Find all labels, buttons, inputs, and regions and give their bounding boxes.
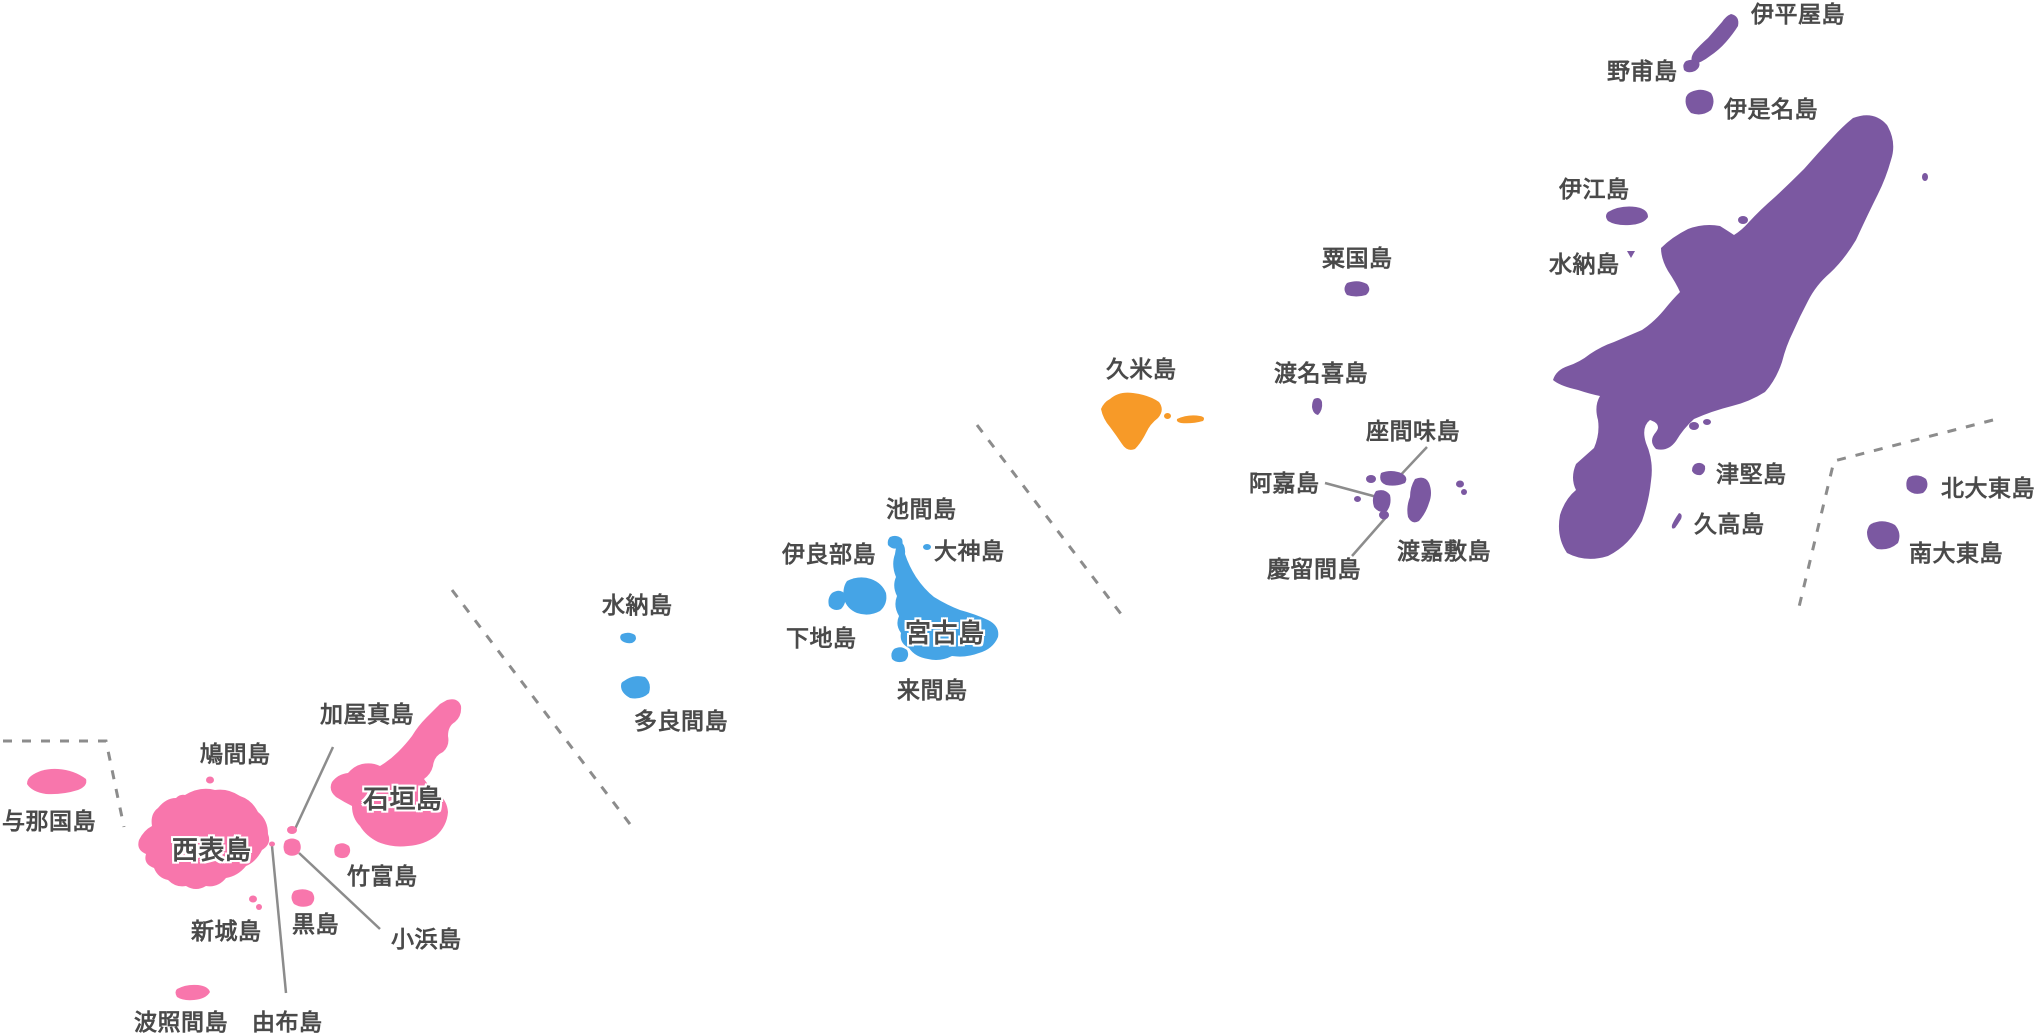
- zamami-west-island: [1366, 475, 1376, 483]
- kitadaito-island: [1906, 475, 1928, 494]
- kerama-east-1-island: [1456, 480, 1464, 488]
- ogami-island: [923, 544, 931, 550]
- island-label: 伊江島: [1559, 176, 1630, 202]
- island-label: 北大東島: [1941, 475, 2035, 501]
- minna-okinawa-island: [1627, 251, 1635, 258]
- island-label: 池間島: [886, 496, 957, 522]
- okinawa-main-island: [1553, 115, 1894, 559]
- geruma-island: [1379, 510, 1389, 520]
- island-label: 波照間島: [134, 1009, 228, 1035]
- miyako-island: [893, 541, 999, 660]
- island-label: 阿嘉島: [1249, 470, 1320, 496]
- kume-islet-island: [1164, 413, 1171, 419]
- island-label: 小浜島: [391, 926, 462, 952]
- irabu-island: [843, 577, 887, 615]
- kume-reef-strip-island: [1176, 415, 1204, 424]
- shimoji-island: [828, 590, 846, 610]
- kohama-leader: [298, 852, 381, 930]
- island-label: 水納島: [1549, 251, 1620, 277]
- geruma-leader: [1351, 514, 1389, 557]
- minna-miyako-island: [620, 632, 636, 644]
- daito-inset-boundary: [1797, 418, 1994, 608]
- kuroshima-island: [291, 889, 315, 907]
- yonaguni-inset-boundary: [3, 739, 126, 828]
- island-label: 石垣島: [363, 784, 443, 814]
- aragusuku-south-island: [256, 904, 262, 910]
- northeast-islet-2-island: [1922, 173, 1928, 181]
- island-label: 久高島: [1694, 511, 1765, 537]
- separator-lines-layer: [3, 418, 1994, 833]
- island-label: 野甫島: [1607, 58, 1678, 84]
- ikema-island: [887, 535, 903, 549]
- islands-layer: [27, 14, 1928, 1001]
- hateruma-island: [175, 984, 210, 1001]
- kayama-leader: [293, 746, 335, 830]
- island-label: 由布島: [252, 1009, 323, 1035]
- yubu-island: [269, 841, 275, 847]
- island-label: 座間味島: [1366, 418, 1460, 444]
- island-label: 伊是名島: [1724, 96, 1818, 122]
- zamami-island: [1380, 471, 1407, 486]
- noho-island: [1683, 59, 1700, 73]
- ie-island: [1606, 206, 1648, 226]
- island-label: 渡名喜島: [1274, 360, 1368, 386]
- aguni-island: [1344, 281, 1370, 297]
- aka-island: [1372, 490, 1391, 512]
- aragusuku-north-island: [249, 895, 257, 903]
- hatoma-island: [206, 776, 214, 784]
- island-label: 竹富島: [347, 863, 418, 889]
- izena-island: [1685, 89, 1714, 115]
- island-label: 鳩間島: [200, 741, 271, 767]
- island-label: 黒島: [292, 911, 339, 937]
- kohama-island: [283, 838, 301, 856]
- tsuken-island: [1692, 462, 1706, 476]
- island-label: 新城島: [191, 918, 262, 944]
- island-label: 慶留間島: [1267, 556, 1361, 582]
- taketomi-island: [334, 843, 351, 859]
- northeast-islet-1-island: [1883, 153, 1890, 163]
- island-label: 粟国島: [1322, 245, 1393, 271]
- katsuren-islet-1-island: [1689, 422, 1699, 430]
- island-label: 多良間島: [634, 708, 728, 734]
- island-label: 南大東島: [1909, 540, 2003, 566]
- island-label: 伊良部島: [782, 541, 876, 567]
- zamami-south-island: [1354, 496, 1361, 503]
- kume-island: [1101, 392, 1162, 450]
- kerama-east-2-island: [1461, 489, 1467, 495]
- island-label: 西表島: [172, 835, 252, 865]
- island-label: 下地島: [786, 625, 857, 651]
- yubu-leader: [270, 845, 288, 994]
- kurima-island: [891, 647, 909, 663]
- ishigaki-island: [330, 699, 462, 847]
- tokashiki-island: [1407, 477, 1431, 523]
- island-label: 久米島: [1106, 356, 1177, 382]
- island-label: 与那国島: [2, 808, 96, 834]
- tonaki-island: [1312, 398, 1323, 415]
- island-label: 加屋真島: [320, 701, 414, 727]
- kouri-island: [1738, 216, 1748, 224]
- island-label: 宮古島: [905, 618, 985, 648]
- yonaguni-island: [27, 768, 87, 795]
- tarama-island: [621, 676, 650, 699]
- minamidaito-island: [1867, 521, 1900, 550]
- island-label: 大神島: [934, 538, 1005, 564]
- kudaka-island: [1671, 513, 1682, 529]
- island-label: 来間島: [897, 677, 968, 703]
- leader-lines-layer: [270, 446, 1428, 994]
- yaeyama-miyako-divider: [450, 589, 638, 833]
- katsuren-islet-2-island: [1703, 419, 1711, 425]
- island-label: 渡嘉敷島: [1397, 538, 1491, 564]
- iheya-island: [1691, 14, 1739, 64]
- kayama-island: [287, 826, 297, 834]
- miyako-okinawa-divider: [975, 424, 1123, 615]
- island-label: 水納島: [602, 592, 673, 618]
- island-label: 津堅島: [1716, 461, 1787, 487]
- aka-leader: [1324, 481, 1378, 499]
- iriomote-island: [138, 788, 270, 889]
- island-label: 伊平屋島: [1751, 1, 1845, 27]
